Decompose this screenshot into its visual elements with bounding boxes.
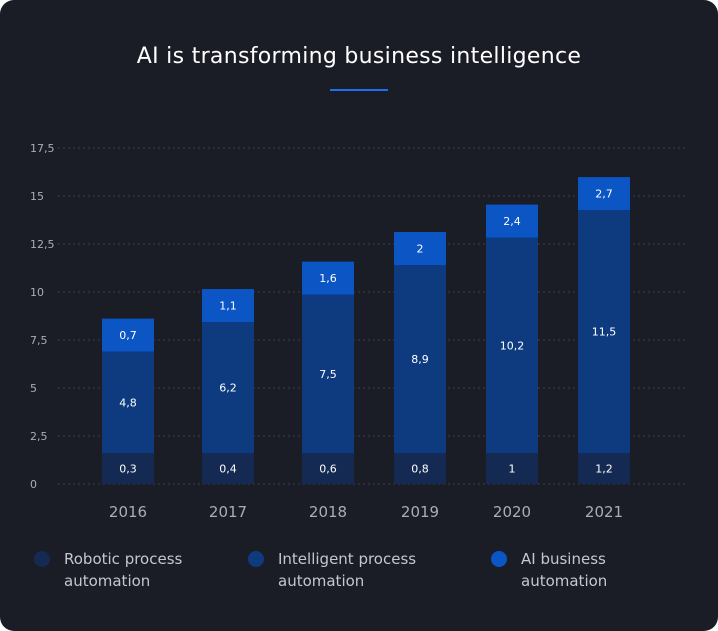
y-tick-label: 0 bbox=[30, 478, 37, 491]
legend-item-intelligent: Intelligent process automation bbox=[248, 548, 428, 592]
bar-segment bbox=[578, 177, 630, 211]
bar-segment bbox=[394, 453, 446, 484]
y-tick-label: 10 bbox=[30, 286, 44, 299]
data-label: 8,9 bbox=[411, 353, 429, 366]
data-label: 0,7 bbox=[119, 329, 137, 342]
bar-segment bbox=[394, 265, 446, 453]
x-tick-label: 2020 bbox=[493, 503, 531, 521]
bar-segment bbox=[102, 453, 154, 484]
y-tick-label: 12,5 bbox=[30, 238, 55, 251]
y-tick-label: 15 bbox=[30, 190, 44, 203]
legend-dot bbox=[34, 551, 50, 567]
bar-segment bbox=[394, 232, 446, 266]
data-label: 1 bbox=[509, 463, 516, 476]
legend-label: AI business automation bbox=[521, 550, 608, 590]
data-label: 0,4 bbox=[219, 463, 237, 476]
data-label: 10,2 bbox=[500, 339, 525, 352]
bar-segment bbox=[302, 453, 354, 484]
bar-segment bbox=[486, 237, 538, 453]
data-label: 2,4 bbox=[503, 215, 521, 228]
bar-segment bbox=[578, 210, 630, 453]
x-tick-label: 2017 bbox=[209, 503, 247, 521]
data-label: 2 bbox=[417, 243, 424, 256]
bar-segment bbox=[202, 453, 254, 484]
data-label: 6,2 bbox=[219, 382, 237, 395]
data-label: 7,5 bbox=[319, 368, 337, 381]
bar-segment bbox=[102, 318, 154, 352]
legend-dot bbox=[491, 551, 507, 567]
x-tick-label: 2018 bbox=[309, 503, 347, 521]
x-tick-label: 2021 bbox=[585, 503, 623, 521]
legend-item-robotic: Robotic process automation bbox=[34, 548, 214, 592]
data-label: 1,6 bbox=[319, 272, 337, 285]
bar-segment bbox=[102, 351, 154, 453]
legend-label: Robotic process automation bbox=[64, 550, 183, 590]
y-tick-label: 7,5 bbox=[30, 334, 48, 347]
x-tick-label: 2016 bbox=[109, 503, 147, 521]
bar-segment bbox=[302, 294, 354, 453]
data-label: 1,1 bbox=[219, 300, 237, 313]
bar-segment bbox=[486, 204, 538, 238]
bar-segment bbox=[302, 261, 354, 295]
data-label: 1,2 bbox=[595, 463, 613, 476]
chart-title: AI is transforming business intelligence bbox=[136, 44, 582, 69]
data-label: 0,8 bbox=[411, 463, 429, 476]
data-label: 2,7 bbox=[595, 188, 613, 201]
data-label: 11,5 bbox=[592, 326, 617, 339]
legend-label: Intelligent process automation bbox=[278, 550, 417, 590]
legend-dot bbox=[248, 551, 264, 567]
legend-item-ai-business: AI business automation bbox=[491, 548, 671, 592]
y-tick-label: 2,5 bbox=[30, 430, 48, 443]
bar-segment bbox=[578, 453, 630, 484]
bar-segment bbox=[486, 453, 538, 484]
data-label: 4,8 bbox=[119, 396, 137, 409]
bar-segment bbox=[202, 322, 254, 453]
bar-segment bbox=[202, 289, 254, 323]
y-tick-label: 17,5 bbox=[30, 142, 55, 155]
x-tick-label: 2019 bbox=[401, 503, 439, 521]
title-underline bbox=[330, 89, 388, 91]
data-label: 0,6 bbox=[319, 463, 337, 476]
data-label: 0,3 bbox=[119, 463, 137, 476]
y-tick-label: 5 bbox=[30, 382, 37, 395]
